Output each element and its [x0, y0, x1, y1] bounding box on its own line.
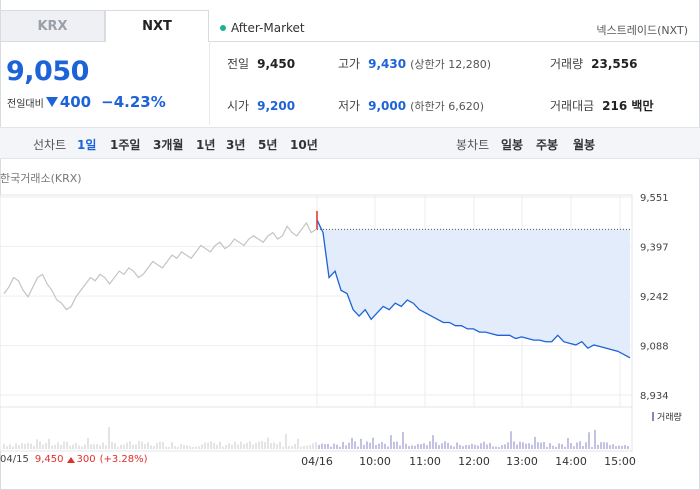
down-triangle-icon [45, 97, 58, 107]
exchange-label: 넥스트레이드(NXT) [596, 24, 688, 37]
y-tick-label: 8,934 [640, 391, 669, 402]
change-percent: −4.23% [101, 93, 166, 111]
candle-daily[interactable]: 일봉 [501, 138, 524, 152]
line-chart-label: 선차트 [33, 138, 67, 152]
tab-nxt[interactable]: NXT [105, 10, 209, 42]
prev-change-pct: (+3.28%) [99, 454, 148, 465]
series-today-line [316, 219, 631, 359]
prev-date: 04/15 [0, 454, 29, 465]
stat-low: 저가 9,000 (하한가 6,620) [338, 97, 484, 114]
prev-close: 9,450 [34, 454, 64, 465]
period-3y[interactable]: 3년 [226, 138, 246, 152]
period-1y[interactable]: 1년 [196, 138, 216, 152]
market-tabs: KRX NXT [0, 0, 700, 42]
stat-prev-close: 전일 9,450 [227, 55, 295, 72]
stat-label: 시가 [227, 99, 250, 113]
stat-value: 216 백만 [602, 99, 654, 113]
stat-label: 전일 [227, 57, 250, 71]
y-axis-labels: 9,551 9,397 9,242 9,088 8,934 [640, 193, 669, 402]
period-1w[interactable]: 1주일 [110, 138, 141, 152]
x-tick-label: 15:00 [604, 455, 636, 468]
session-status: After-Market [220, 21, 305, 35]
price-chart[interactable]: 9,551 9,397 9,242 9,088 8,934 04/16 10:00 11:0… [0, 185, 700, 470]
stat-label: 거래대금 [550, 99, 595, 113]
candle-chart-label: 봉차트 [456, 138, 490, 152]
divider [209, 42, 210, 125]
below-prev-close-fill [317, 219, 630, 358]
lower-limit: (하한가 6,620) [410, 100, 484, 113]
volume-legend: 거래량 [652, 410, 682, 423]
stat-open: 시가 9,200 [227, 97, 295, 114]
upper-limit: (상한가 12,280) [410, 58, 491, 71]
stat-label: 거래량 [550, 57, 584, 71]
stat-label: 저가 [338, 99, 361, 113]
market-label: 한국거래소(KRX) [0, 172, 82, 185]
period-5y[interactable]: 5년 [258, 138, 278, 152]
x-tick-label: 14:00 [555, 455, 587, 468]
y-tick-label: 9,242 [640, 292, 669, 303]
stat-volume: 거래량 23,556 [550, 55, 637, 72]
stat-value: 9,200 [257, 99, 296, 113]
period-10y[interactable]: 10년 [290, 138, 318, 152]
y-tick-label: 9,088 [640, 342, 669, 353]
candle-monthly[interactable]: 월봉 [573, 138, 596, 152]
stat-label: 고가 [338, 57, 361, 71]
price-change: 전일대비 400 −4.23% [7, 93, 166, 111]
period-1d[interactable]: 1일 [77, 138, 97, 152]
stat-value: 9,000 [368, 99, 407, 113]
up-triangle-icon [67, 456, 76, 463]
tab-krx[interactable]: KRX [0, 10, 105, 42]
volume-bars [3, 427, 629, 449]
x-tick-label: 10:00 [359, 455, 391, 468]
volume-legend-icon [652, 412, 654, 421]
prev-day-summary: 04/15 9,450 300 (+3.28%) [0, 454, 148, 465]
stat-value: 23,556 [591, 57, 638, 71]
stat-value: 9,430 [368, 57, 407, 71]
period-3m[interactable]: 3개월 [153, 138, 184, 152]
stat-value: 9,450 [257, 57, 296, 71]
tab-divider [209, 41, 700, 42]
change-value: 400 [59, 93, 92, 111]
y-tick-label: 9,551 [640, 193, 669, 204]
current-price: 9,050 [6, 56, 89, 87]
prev-change: 300 [76, 454, 96, 465]
status-dot-icon [220, 25, 226, 31]
stat-trade-value: 거래대금 216 백만 [550, 97, 653, 114]
change-label: 전일대비 [7, 98, 44, 110]
x-tick-label: 11:00 [409, 455, 441, 468]
volume-legend-label: 거래량 [657, 413, 682, 423]
series-prev-day-line [3, 221, 317, 311]
stat-high: 고가 9,430 (상한가 12,280) [338, 55, 491, 72]
chart-toolbar: 선차트 1일 1주일 3개월 1년 3년 5년 10년 봉차트 일봉 주봉 월봉 [0, 127, 700, 159]
session-status-label: After-Market [231, 21, 305, 35]
y-tick-label: 9,397 [640, 242, 669, 253]
x-tick-label: 13:00 [506, 455, 538, 468]
x-tick-label: 12:00 [458, 455, 490, 468]
x-tick-label: 04/16 [301, 455, 333, 468]
x-axis-labels: 04/16 10:00 11:00 12:00 13:00 14:00 15:00 [301, 455, 636, 468]
candle-weekly[interactable]: 주봉 [536, 138, 559, 152]
